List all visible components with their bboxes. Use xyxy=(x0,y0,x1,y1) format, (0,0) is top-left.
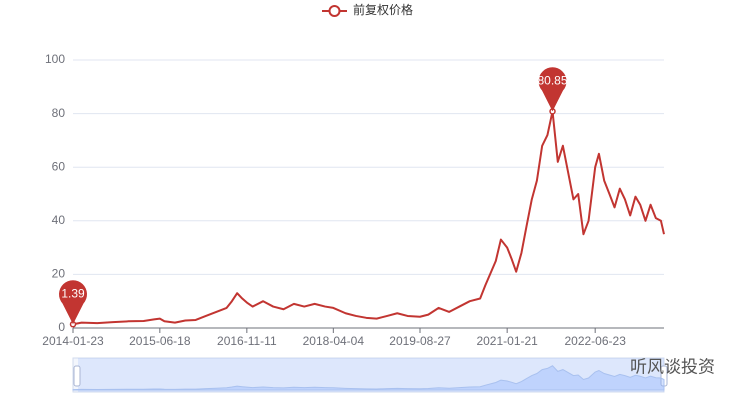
data-zoom[interactable] xyxy=(72,357,668,393)
zoom-handle[interactable] xyxy=(73,365,81,387)
pin xyxy=(538,67,567,112)
zoom-area xyxy=(72,365,665,391)
x-tick-label: 2014-01-23 xyxy=(42,334,104,348)
price-line xyxy=(72,110,665,326)
y-tick-label: 0 xyxy=(58,320,65,334)
legend-label: 前复权价格 xyxy=(353,2,413,17)
zoom-track xyxy=(72,357,665,393)
x-tick-label: 2018-04-04 xyxy=(303,334,365,348)
pin xyxy=(59,280,87,325)
y-tick-label: 40 xyxy=(52,213,66,227)
y-tick-label: 60 xyxy=(52,159,66,173)
x-tick-label: 2021-01-21 xyxy=(476,334,538,348)
watermark: 听风谈投资 xyxy=(630,357,715,376)
x-tick-label: 2015-06-18 xyxy=(129,334,191,348)
y-tick-label: 80 xyxy=(52,106,66,120)
y-tick-label: 100 xyxy=(45,52,65,66)
zoom-window xyxy=(78,358,664,392)
y-tick-label: 20 xyxy=(52,267,66,281)
pin-label: 1.39 xyxy=(61,286,85,300)
x-tick-label: 2019-08-27 xyxy=(389,334,451,348)
legend[interactable]: 前复权价格 xyxy=(322,2,413,17)
pin-label: 80.85 xyxy=(538,73,568,87)
x-tick-label: 2016-11-11 xyxy=(217,334,277,348)
x-tick-label: 2022-06-23 xyxy=(564,334,626,348)
legend-symbol xyxy=(328,5,341,17)
